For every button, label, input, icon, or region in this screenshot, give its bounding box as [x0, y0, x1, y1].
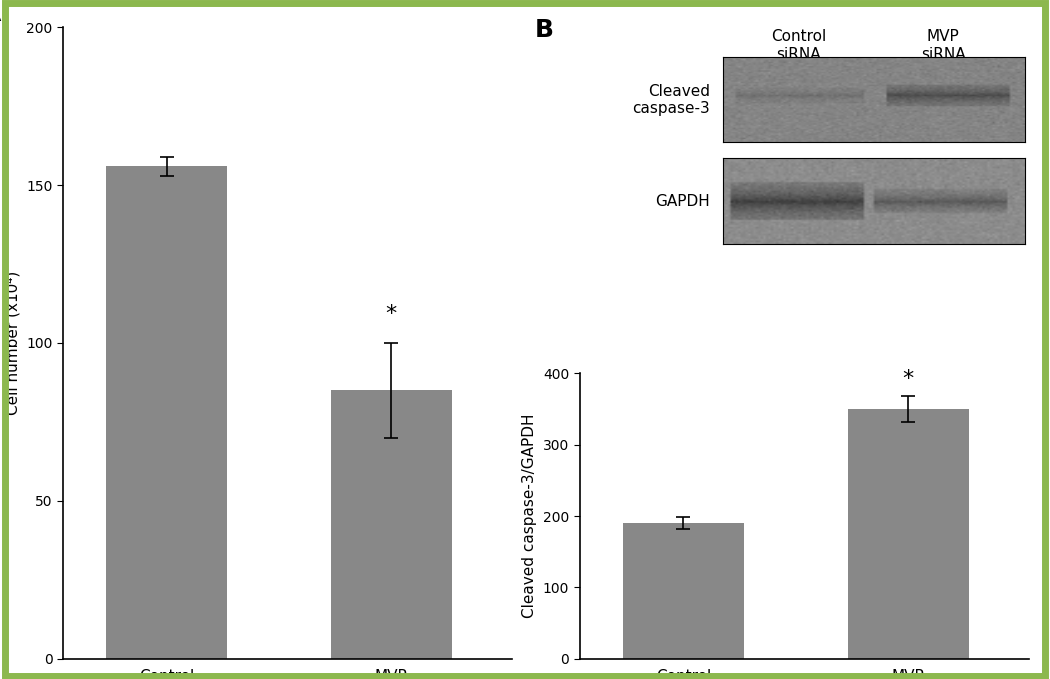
Bar	[106, 166, 227, 659]
Text: *: *	[385, 304, 397, 324]
Bar	[331, 390, 452, 659]
Text: A: A	[0, 2, 1, 26]
Bar	[623, 524, 743, 659]
Text: *: *	[902, 369, 913, 389]
Y-axis label: Cleaved caspase-3/GAPDH: Cleaved caspase-3/GAPDH	[522, 414, 538, 619]
Bar	[847, 409, 968, 659]
Y-axis label: Cell number (x10⁴): Cell number (x10⁴)	[5, 271, 21, 415]
Text: Control
siRNA: Control siRNA	[771, 29, 826, 62]
Text: B: B	[534, 18, 553, 42]
Text: MVP
siRNA: MVP siRNA	[921, 29, 966, 62]
Text: Cleaved
caspase-3: Cleaved caspase-3	[632, 84, 710, 116]
Text: GAPDH: GAPDH	[655, 194, 710, 208]
